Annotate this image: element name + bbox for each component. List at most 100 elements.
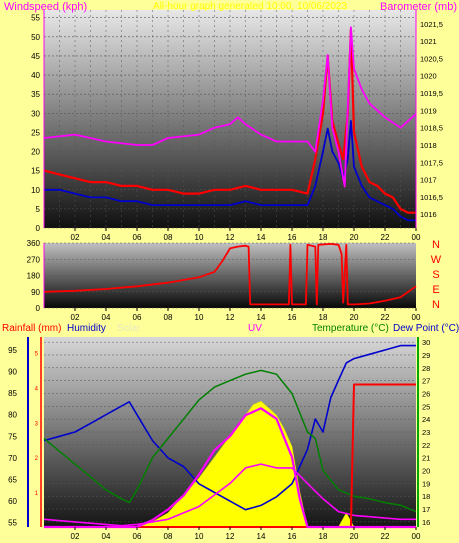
barometer-tick-label: 1017: [420, 176, 437, 185]
series-wind-gust: [43, 28, 416, 214]
compass-label: E: [432, 284, 439, 296]
humidity-tick-label: 75: [8, 432, 17, 441]
humidity-tick-label: 90: [8, 368, 17, 377]
barometer-tick-label: 1020,5: [420, 54, 443, 63]
compass-label: N: [432, 239, 440, 251]
temperature-tick-label: 28: [422, 364, 430, 373]
windspeed-tick-label: 35: [31, 90, 40, 99]
direction-x-tick-label: 02: [71, 313, 80, 322]
temp-x-tick-label: 04: [102, 532, 111, 541]
compass-label: W: [431, 254, 442, 266]
wind-x-tick-label: 12: [226, 233, 235, 242]
temp-x-tick-label: 12: [226, 532, 235, 541]
barometer-tick-label: 1017,5: [420, 158, 443, 167]
temp-x-tick-label: 02: [71, 532, 80, 541]
direction-tick-label: 270: [27, 255, 41, 264]
temp-x-tick-label: 14: [257, 532, 266, 541]
barometer-axis-title: Barometer (mb): [380, 1, 457, 13]
temperature-tick-label: 17: [422, 505, 430, 514]
dewpoint-label: Dew Point (°C): [393, 323, 459, 334]
barometer-tick-label: 1021,5: [420, 20, 443, 29]
direction-x-tick-label: 00: [412, 313, 421, 322]
uv-tick-label: 5: [35, 351, 39, 357]
temperature-tick-label: 23: [422, 428, 430, 437]
windspeed-tick-label: 45: [31, 52, 40, 61]
humidity-tick-label: 60: [8, 497, 17, 506]
uv-label: UV: [248, 323, 262, 334]
direction-x-tick-label: 18: [319, 313, 328, 322]
series-humidity: [43, 344, 416, 511]
barometer-tick-label: 1020: [420, 72, 437, 81]
barometer-tick-label: 1016: [420, 210, 437, 219]
temperature-tick-label: 16: [422, 518, 430, 527]
direction-tick-label: 90: [31, 288, 40, 297]
series-barometer: [43, 26, 417, 188]
humidity-label: Humidity: [67, 323, 106, 334]
barometer-tick-label: 1016,5: [420, 193, 443, 202]
direction-x-tick-label: 08: [164, 313, 173, 322]
humidity-tick-label: 95: [8, 346, 17, 355]
wind-x-tick-label: 06: [133, 233, 142, 242]
wind-x-tick-label: 18: [319, 233, 328, 242]
wind-x-tick-label: 02: [71, 233, 80, 242]
direction-x-tick-label: 20: [350, 313, 359, 322]
series-uv: [44, 407, 416, 529]
temperature-tick-label: 30: [422, 338, 430, 347]
temp-x-tick-label: 00: [412, 532, 421, 541]
series-wind-average: [44, 120, 416, 222]
wind-x-tick-label: 08: [164, 233, 173, 242]
windspeed-tick-label: 5: [36, 205, 41, 214]
windspeed-tick-label: 15: [31, 167, 40, 176]
humidity-tick-label: 70: [8, 454, 17, 463]
direction-x-tick-label: 06: [133, 313, 142, 322]
windspeed-tick-label: 40: [31, 71, 40, 80]
temperature-tick-label: 22: [422, 441, 430, 450]
windspeed-axis-title: Windspeed (kph): [4, 1, 87, 13]
wind-x-tick-label: 16: [288, 233, 297, 242]
uv-tick-label: 4: [35, 386, 39, 392]
temp-x-tick-label: 18: [319, 532, 328, 541]
humidity-tick-label: 85: [8, 389, 17, 398]
temperature-tick-label: 29: [422, 351, 430, 360]
windspeed-tick-label: 0: [36, 224, 41, 233]
graph-title: All-hour graph generated 10:00, 10/06/20…: [153, 1, 347, 12]
direction-tick-label: 360: [27, 239, 41, 248]
direction-x-tick-label: 04: [102, 313, 111, 322]
direction-x-tick-label: 10: [195, 313, 204, 322]
direction-x-tick-label: 22: [381, 313, 390, 322]
series-solar: [44, 400, 416, 528]
wind-x-tick-label: 10: [195, 233, 204, 242]
temp-x-tick-label: 22: [381, 532, 390, 541]
barometer-tick-label: 1018: [420, 141, 437, 150]
humidity-tick-label: 65: [8, 476, 17, 485]
windspeed-tick-label: 25: [31, 128, 40, 137]
temp-x-tick-label: 06: [133, 532, 142, 541]
barometer-tick-label: 1019: [420, 106, 437, 115]
series-dew-point: [43, 463, 416, 527]
humidity-tick-label: 55: [8, 519, 17, 528]
barometer-tick-label: 1018,5: [420, 124, 443, 133]
windspeed-tick-label: 55: [31, 14, 40, 23]
windspeed-tick-label: 50: [31, 33, 40, 42]
temp-x-tick-label: 10: [195, 532, 204, 541]
compass-label: N: [432, 299, 440, 311]
temperature-tick-label: 27: [422, 377, 430, 386]
barometer-tick-label: 1019,5: [420, 89, 443, 98]
compass-label: S: [432, 269, 439, 281]
direction-tick-label: 0: [36, 304, 41, 313]
temp-x-tick-label: 16: [288, 532, 297, 541]
wind-x-tick-label: 00: [412, 233, 421, 242]
series-wind-direction: [43, 242, 417, 306]
temperature-tick-label: 18: [422, 492, 430, 501]
wind-x-tick-label: 22: [381, 233, 390, 242]
temperature-tick-label: 26: [422, 389, 430, 398]
temp-x-tick-label: 08: [164, 532, 173, 541]
uv-tick-label: 2: [35, 456, 39, 462]
direction-x-tick-label: 14: [257, 313, 266, 322]
temperature-tick-label: 25: [422, 402, 430, 411]
temperature-tick-label: 19: [422, 479, 430, 488]
series-temperature: [43, 369, 417, 513]
wind-x-tick-label: 14: [257, 233, 266, 242]
uv-tick-label: 1: [35, 491, 39, 497]
